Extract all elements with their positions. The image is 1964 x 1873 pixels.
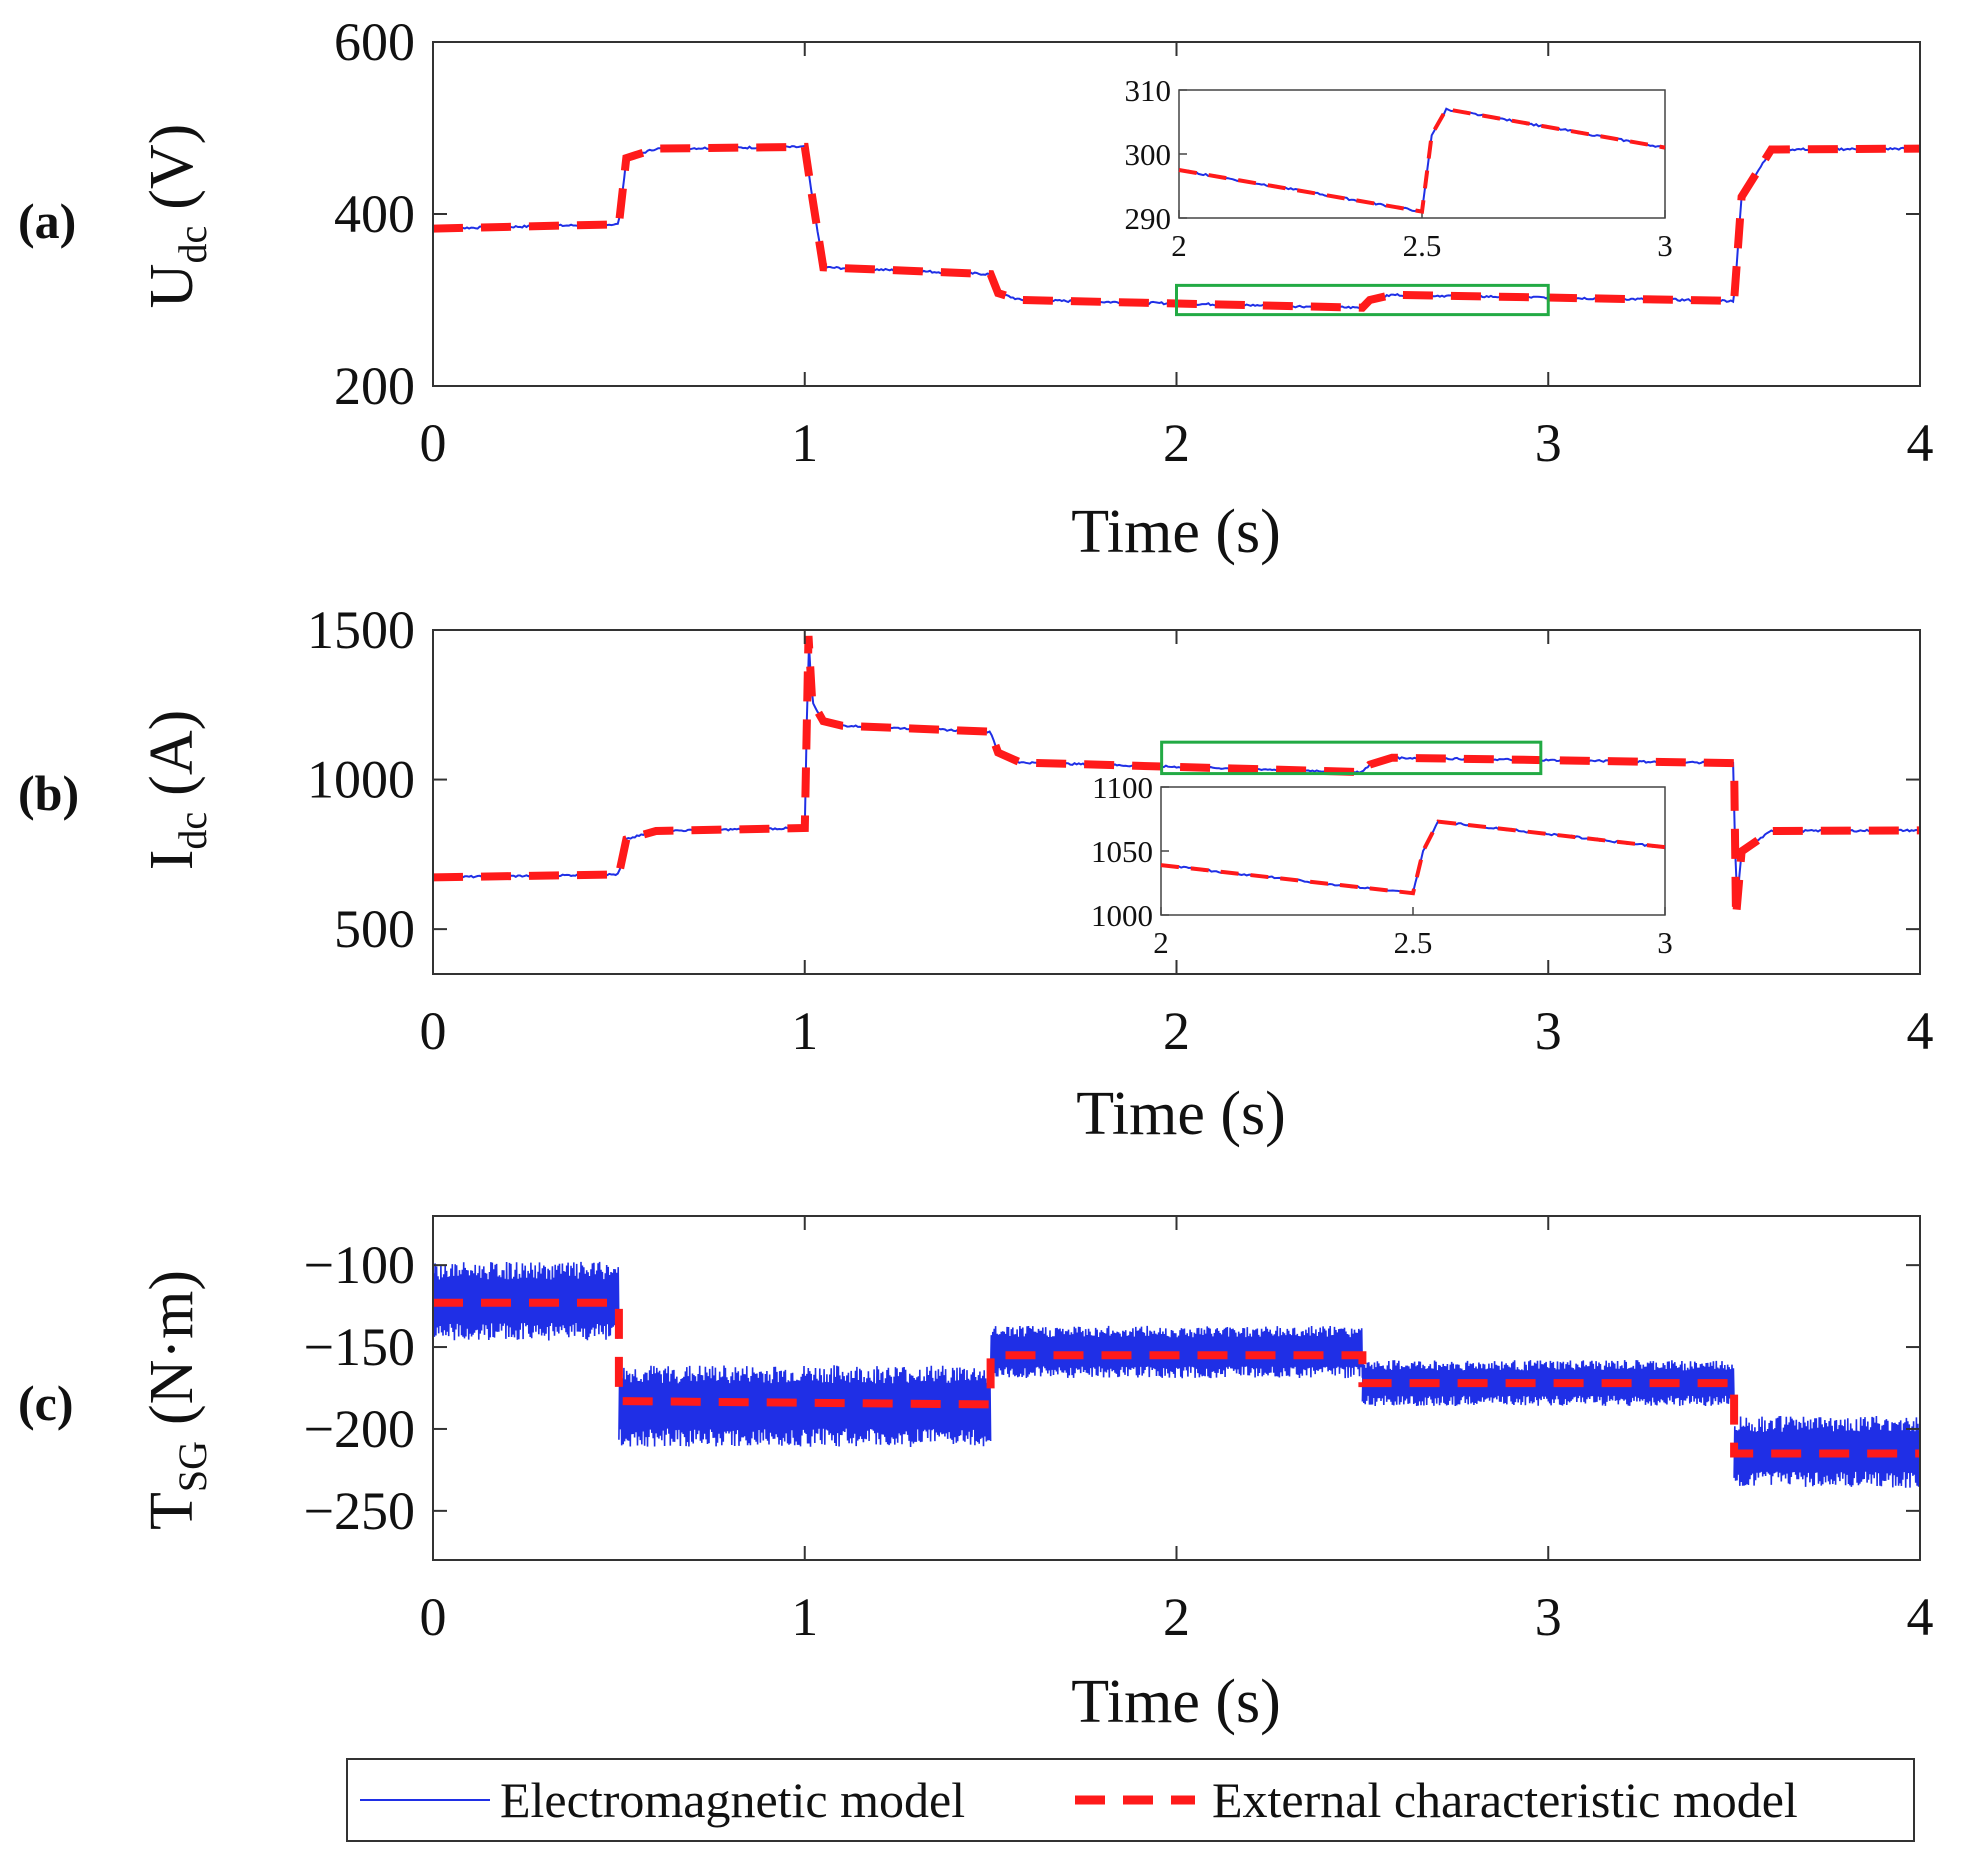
y-tick-label: −250 bbox=[304, 1481, 415, 1541]
inset-x-tick-label: 2 bbox=[1153, 925, 1169, 960]
zoom-box bbox=[1160, 740, 1543, 776]
ext-line bbox=[433, 635, 1920, 918]
legend-ext-label: External characteristic model bbox=[1212, 1772, 1798, 1828]
panel-b-ylabel: Idc(A) bbox=[138, 710, 215, 871]
inset-y-tick-label: 1000 bbox=[1091, 898, 1153, 933]
inset-y-tick-label: 1100 bbox=[1092, 770, 1153, 805]
y-tick-label: 500 bbox=[334, 899, 415, 959]
y-tick-label: 1500 bbox=[307, 600, 415, 660]
x-tick-label: 2 bbox=[1163, 1587, 1190, 1647]
x-tick-label: 1 bbox=[791, 1587, 818, 1647]
y-tick-label: 1000 bbox=[307, 750, 415, 810]
inset-x-tick-label: 2.5 bbox=[1403, 228, 1442, 263]
inset-x-tick-label: 2.5 bbox=[1394, 925, 1433, 960]
panel-c-ylabel: TSG(N·m) bbox=[138, 1270, 215, 1530]
legend-emag-label: Electromagnetic model bbox=[500, 1772, 965, 1828]
inset-y-tick-label: 290 bbox=[1125, 201, 1172, 236]
x-tick-label: 0 bbox=[420, 1587, 447, 1647]
inset-y-tick-label: 1050 bbox=[1091, 834, 1153, 869]
emag-band-segment bbox=[989, 1325, 1364, 1379]
inset-ext-line bbox=[1160, 819, 1666, 896]
inset-x-tick-label: 3 bbox=[1657, 228, 1673, 263]
y-tick-label: −200 bbox=[304, 1399, 415, 1459]
legend: Electromagnetic model External character… bbox=[346, 1758, 1915, 1842]
emag-band-segment bbox=[1733, 1415, 1920, 1488]
x-tick-label: 4 bbox=[1907, 413, 1934, 473]
panel-b-ext-curve bbox=[433, 635, 1920, 918]
panel-c-ext-curve bbox=[433, 1298, 1920, 1458]
inset-y-tick-label: 310 bbox=[1125, 73, 1172, 108]
y-tick-label: 200 bbox=[334, 356, 415, 416]
emag-band-segment bbox=[433, 1261, 620, 1341]
inset-axes bbox=[1178, 89, 1666, 219]
ext-line bbox=[433, 1298, 1920, 1458]
x-tick-label: 4 bbox=[1907, 1001, 1934, 1061]
panel-a-ylabel: Udc(V) bbox=[138, 124, 215, 309]
x-tick-label: 4 bbox=[1907, 1587, 1934, 1647]
inset-axes bbox=[1160, 786, 1666, 916]
y-tick-label: 400 bbox=[334, 184, 415, 244]
x-tick-label: 3 bbox=[1535, 1587, 1562, 1647]
panel-a-label: (a) bbox=[18, 193, 76, 249]
panel-c: 0 1 2 3 4 −100 −150 −200 −250 (c) TSG(N·m) Time … bbox=[18, 1215, 1934, 1736]
y-tick-label: −150 bbox=[304, 1317, 415, 1377]
x-tick-label: 0 bbox=[420, 1001, 447, 1061]
panel-c-emag-band bbox=[433, 1261, 1920, 1488]
panel-a: 0 1 2 3 4 200 400 600 2 2.5 3 290 300 310 (a) Udc(V)… bbox=[18, 12, 1934, 566]
panel-a-xlabel: Time (s) bbox=[1071, 498, 1281, 566]
x-tick-label: 1 bbox=[791, 413, 818, 473]
y-tick-label: −100 bbox=[304, 1235, 415, 1295]
inset-y-tick-label: 300 bbox=[1125, 137, 1172, 172]
panel-b-label: (b) bbox=[18, 765, 79, 821]
x-tick-label: 3 bbox=[1535, 1001, 1562, 1061]
x-tick-label: 3 bbox=[1535, 413, 1562, 473]
x-tick-label: 2 bbox=[1163, 413, 1190, 473]
panel-b-xlabel: Time (s) bbox=[1076, 1080, 1286, 1148]
x-tick-label: 0 bbox=[420, 413, 447, 473]
panel-a-ext-curve bbox=[433, 142, 1920, 312]
inset-x-tick-label: 2 bbox=[1171, 228, 1187, 263]
y-tick-label: 600 bbox=[334, 12, 415, 72]
ext-line bbox=[433, 142, 1920, 312]
panel-a-axes bbox=[432, 41, 1921, 387]
panel-c-label: (c) bbox=[18, 1375, 74, 1431]
x-tick-label: 2 bbox=[1163, 1001, 1190, 1061]
x-tick-label: 1 bbox=[791, 1001, 818, 1061]
inset-x-tick-label: 3 bbox=[1657, 925, 1673, 960]
panel-b: 0 1 2 3 4 500 1000 1500 2 2.5 3 1000 1050 1100 (b) I… bbox=[18, 600, 1934, 1148]
inset-ext-line bbox=[1178, 106, 1666, 214]
panel-c-xlabel: Time (s) bbox=[1071, 1668, 1281, 1736]
zoom-box bbox=[1175, 283, 1550, 317]
